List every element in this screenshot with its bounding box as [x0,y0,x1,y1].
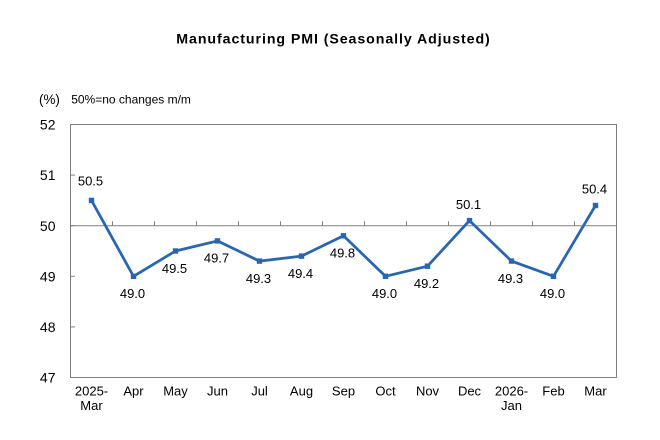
svg-text:Nov: Nov [416,384,440,399]
svg-text:49.0: 49.0 [120,286,145,301]
svg-text:49.5: 49.5 [162,261,187,276]
svg-text:Oct: Oct [375,384,396,399]
svg-text:Dec: Dec [458,384,482,399]
svg-text:Jun: Jun [207,384,228,399]
svg-text:50%=no changes m/m: 50%=no changes m/m [71,92,191,106]
svg-text:49.4: 49.4 [288,266,313,281]
svg-text:Mar: Mar [80,398,103,413]
svg-text:49.2: 49.2 [414,276,439,291]
svg-text:48: 48 [40,319,56,335]
svg-text:49: 49 [40,268,56,284]
svg-text:Jul: Jul [251,384,268,399]
svg-text:Manufacturing PMI (Seasonally: Manufacturing PMI (Seasonally Adjusted) [176,32,490,48]
svg-text:50: 50 [40,218,56,234]
svg-text:50.4: 50.4 [582,182,607,197]
svg-text:47: 47 [40,370,56,386]
svg-text:52: 52 [40,117,56,133]
svg-text:50.5: 50.5 [78,174,103,189]
svg-text:Apr: Apr [123,384,144,399]
svg-text:(%): (%) [39,92,60,107]
svg-text:Mar: Mar [584,384,607,399]
svg-text:50.1: 50.1 [456,197,481,212]
svg-text:Feb: Feb [542,384,564,399]
svg-text:49.3: 49.3 [498,271,523,286]
svg-text:49.0: 49.0 [540,286,565,301]
svg-text:2026-: 2026- [495,384,528,399]
svg-text:51: 51 [40,167,56,183]
svg-text:2025-: 2025- [75,384,108,399]
svg-text:49.0: 49.0 [372,286,397,301]
svg-text:Jan: Jan [501,398,522,413]
svg-text:May: May [163,384,188,399]
svg-text:49.3: 49.3 [246,271,271,286]
svg-text:Aug: Aug [290,384,313,399]
svg-text:Sep: Sep [332,384,355,399]
svg-text:49.8: 49.8 [330,246,355,261]
svg-text:49.7: 49.7 [204,251,229,266]
